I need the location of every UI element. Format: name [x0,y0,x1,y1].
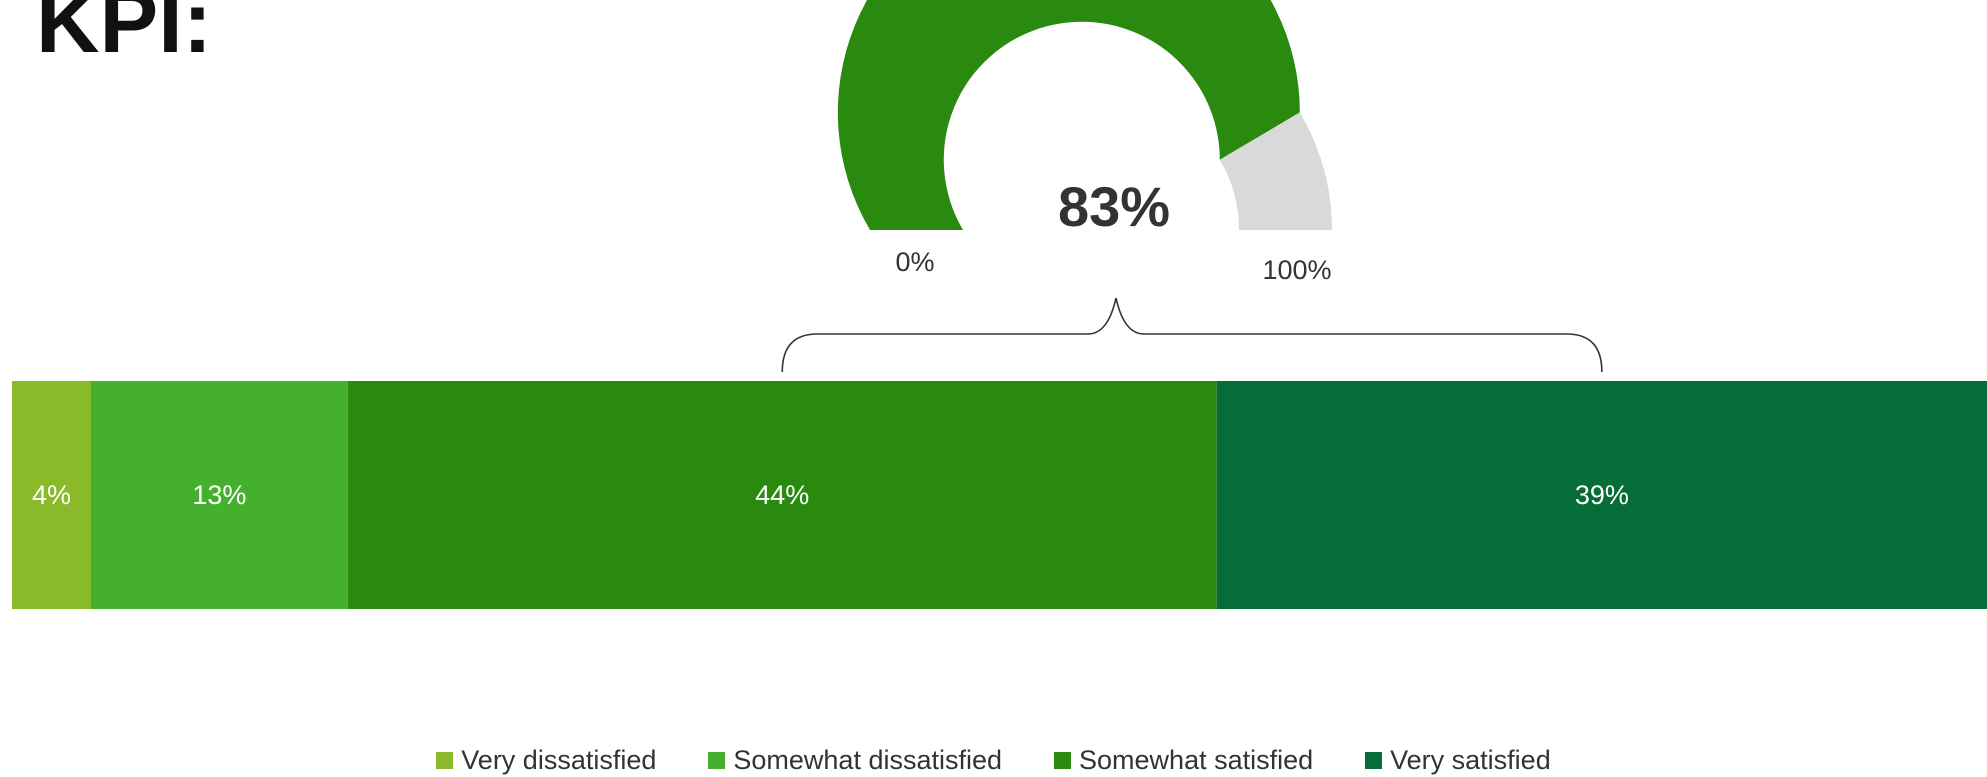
group-brace [781,297,1603,373]
bar-segment-0 [12,381,91,609]
gauge-remaining-arc [1219,112,1332,230]
gauge-fill-arc [837,0,1300,230]
bar-data-label-0: 4% [32,480,71,510]
legend-item-1: Somewhat dissatisfied [708,745,1002,776]
legend-label: Somewhat dissatisfied [733,744,1003,775]
bar-data-label-3: 39% [1575,480,1629,510]
legend-swatch [436,751,454,769]
page-title: KPI: [36,0,212,71]
legend-swatch [1054,751,1072,769]
gauge-value-label: 83% [1058,175,1170,238]
legend-swatch [1365,751,1383,769]
chart-legend: Very dissatisfied Somewhat dissatisfied So… [0,744,1987,776]
legend-item-2: Somewhat satisfied [1054,745,1313,776]
bar-segment-3 [1216,381,1987,609]
bar-data-label-1: 13% [192,480,246,510]
legend-label: Very dissatisfied [461,744,657,775]
legend-swatch [708,751,726,769]
legend-item-0: Very dissatisfied [436,745,656,776]
bar-segment-2 [347,381,1217,609]
legend-label: Somewhat satisfied [1079,744,1314,775]
gauge-min-label: 0% [895,247,934,277]
bar-data-label-2: 44% [755,480,809,510]
gauge-max-label: 100% [1262,255,1331,285]
legend-label: Very satisfied [1390,744,1551,775]
bar-segment-1 [91,381,348,609]
legend-item-3: Very satisfied [1365,745,1551,776]
